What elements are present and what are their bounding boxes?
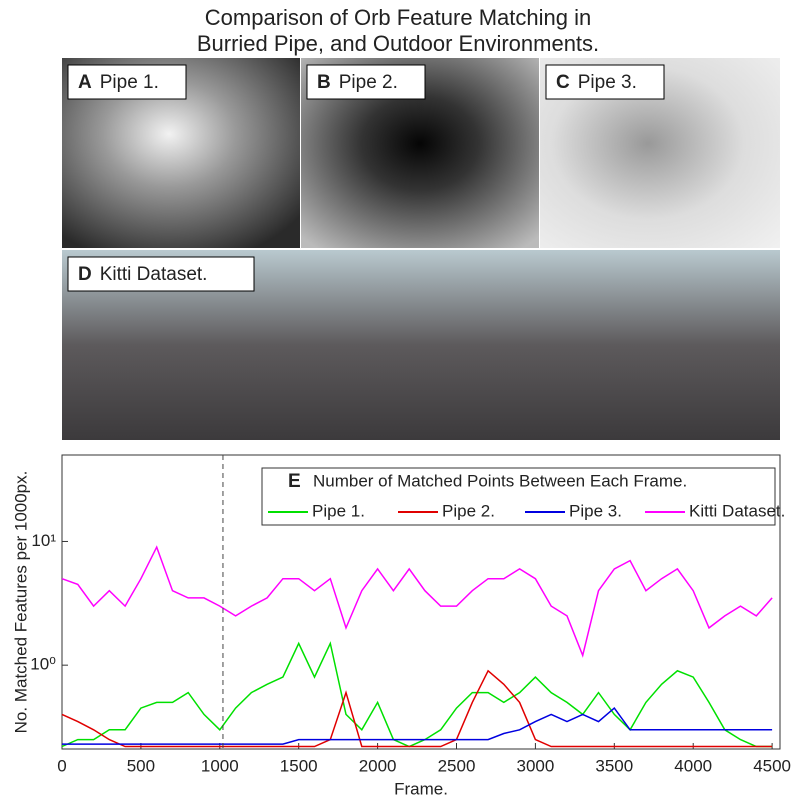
- series-line: [61, 669, 773, 748]
- series-line: [61, 545, 773, 658]
- panel-name: Kitti Dataset.: [100, 264, 208, 285]
- x-tick-label: 3500: [595, 756, 633, 775]
- panel-label: C Pipe 3.: [556, 72, 637, 93]
- panel-label: D Kitti Dataset.: [78, 264, 207, 285]
- x-tick-label: 500: [127, 756, 155, 775]
- panel-label-box: [545, 64, 665, 100]
- x-tick-label: 3000: [516, 756, 554, 775]
- series-line: [62, 707, 773, 745]
- legend-title: Number of Matched Points Between Each Fr…: [313, 471, 687, 490]
- legend-label: Pipe 2.: [442, 501, 495, 520]
- y-axis-label: No. Matched Features per 1000px.: [11, 471, 30, 734]
- series-line: [61, 641, 773, 748]
- panel-letter: B: [317, 72, 331, 93]
- panel-label-box: [67, 256, 255, 292]
- x-tick-label: 1500: [280, 756, 318, 775]
- x-tick-label: 1000: [201, 756, 239, 775]
- panel-name: Pipe 3.: [578, 72, 637, 93]
- panel-label: A Pipe 1.: [78, 72, 159, 93]
- panel-name: Pipe 2.: [339, 72, 398, 93]
- y-tick-label: 10⁰: [30, 655, 56, 674]
- panel-name: Pipe 1.: [100, 72, 159, 93]
- legend-label: Kitti Dataset.: [689, 501, 785, 520]
- panel-letter: C: [556, 72, 570, 93]
- panel-label-box: [67, 64, 187, 100]
- x-tick-label: 2000: [359, 756, 397, 775]
- legend-label: Pipe 3.: [569, 501, 622, 520]
- panel-letter: D: [78, 264, 92, 285]
- title-line: Comparison of Orb Feature Matching in: [205, 5, 591, 30]
- legend-box: [261, 467, 776, 526]
- panel-letter: A: [78, 72, 92, 93]
- y-tick-label: 10¹: [31, 531, 56, 550]
- x-tick-label: 2500: [438, 756, 476, 775]
- x-tick-label: 0: [57, 756, 66, 775]
- x-tick-label: 4500: [753, 756, 791, 775]
- panel-label: B Pipe 2.: [317, 72, 398, 93]
- legend-letter: E: [288, 471, 301, 492]
- legend-label: Pipe 1.: [312, 501, 365, 520]
- x-tick-label: 4000: [674, 756, 712, 775]
- title-line: Burried Pipe, and Outdoor Environments.: [197, 31, 599, 56]
- x-axis-label: Frame.: [394, 779, 448, 798]
- panel-label-box: [306, 64, 426, 100]
